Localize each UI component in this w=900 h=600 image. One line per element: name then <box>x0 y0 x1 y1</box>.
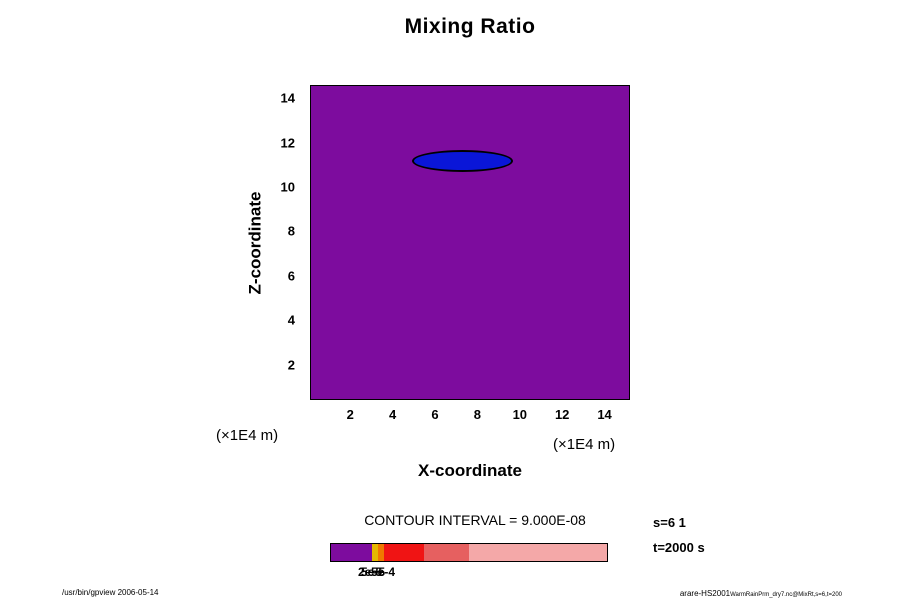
colorbar-segment <box>424 544 469 561</box>
colorbar-tick-label: 5e-5 <box>361 565 386 579</box>
x-tick-label: 2 <box>346 407 354 422</box>
colorbar-segment <box>377 544 384 561</box>
z-tick-label: 12 <box>280 135 295 151</box>
z-axis-ticks: 2 4 6 8 10 12 14 <box>255 85 303 400</box>
x-tick-label: 4 <box>389 407 397 422</box>
x-tick-label: 12 <box>554 407 570 422</box>
z-tick-label: 8 <box>287 223 295 239</box>
contour-anomaly-ellipse <box>412 149 514 172</box>
x-axis-ticks: 2 4 6 8 10 12 14 <box>310 407 630 423</box>
z-tick-label: 2 <box>287 357 295 372</box>
x-tick-label: 8 <box>473 407 482 422</box>
footer-command-text: /usr/bin/gpview 2006-05-14 <box>62 588 159 597</box>
x-axis-label: X-coordinate <box>418 461 522 480</box>
colorbar-segment <box>371 544 378 561</box>
x-tick-label: 10 <box>512 407 528 422</box>
colorbar-segment <box>383 544 425 561</box>
slice-annotation: s=6 1 <box>653 515 686 530</box>
x-axis-unit-label: (×1E4 m) <box>553 436 616 453</box>
colorbar-tick-label: 2e-5 <box>358 565 383 579</box>
colorbar-segment <box>331 544 372 561</box>
z-axis-unit-label: (×1E4 m) <box>216 427 279 444</box>
z-axis-label: Z-coordinate <box>245 191 265 294</box>
footer-filename-main: arare-HS2001 <box>679 589 731 598</box>
colorbar-segment <box>468 544 607 561</box>
z-tick-label: 4 <box>287 312 295 328</box>
chart-title: Mixing Ratio <box>404 15 536 38</box>
contour-interval-label: CONTOUR INTERVAL = 9.000E-08 <box>364 512 586 528</box>
z-tick-label: 10 <box>280 179 295 195</box>
footer-filename-sub: WarmRainPrm_dry7.nc@MixRt,s=6,t=200 <box>730 592 842 598</box>
x-tick-label: 6 <box>431 407 439 422</box>
x-tick-label: 14 <box>597 407 612 422</box>
z-tick-label: 6 <box>287 268 295 284</box>
footer-filename-text: arare-HS2001WarmRainPrm_dry7.nc@MixRt,s=… <box>680 589 842 598</box>
time-annotation: t=2000 s <box>653 540 705 555</box>
colorbar-tick-label: 5e-4 <box>371 565 396 579</box>
z-tick-label: 14 <box>280 90 295 106</box>
plot-area <box>310 85 630 400</box>
colorbar <box>330 543 608 562</box>
